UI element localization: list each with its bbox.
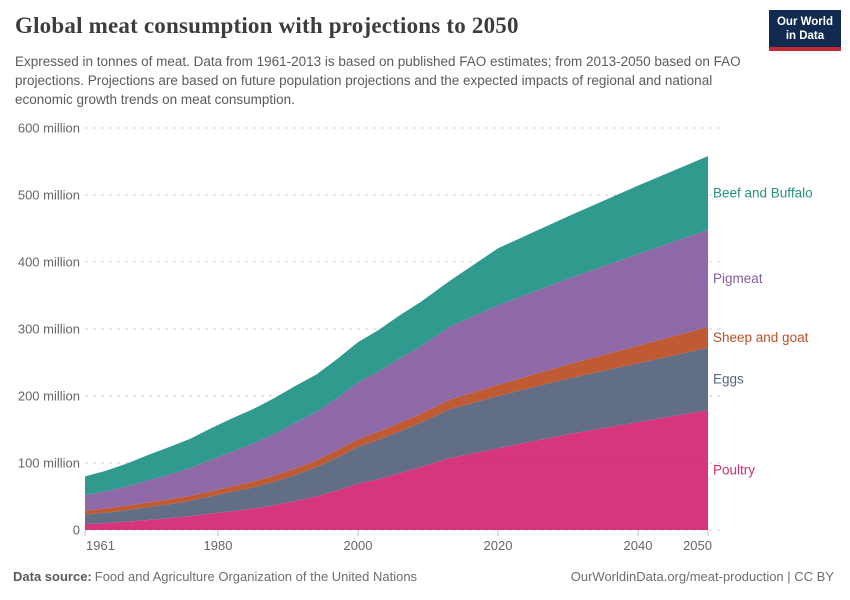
x-tick-label-2020: 2020 [484,538,513,553]
x-tick-label-2040: 2040 [624,538,653,553]
area-poultry[interactable] [85,410,708,530]
y-tick-label-600-million: 600 million [18,121,80,136]
legend-label-beef-and-buffalo[interactable]: Beef and Buffalo [713,185,813,200]
area-sheep-and-goat[interactable] [85,327,708,515]
attribution-link[interactable]: OurWorldinData.org/meat-production | CC … [570,569,834,584]
legend-label-sheep-and-goat[interactable]: Sheep and goat [713,330,809,345]
y-tick-label-300-million: 300 million [18,322,80,337]
owid-logo-line1: Our World [776,16,833,28]
y-tick-label-400-million: 400 million [18,255,80,270]
data-source-label: Data source: [13,569,92,584]
y-tick-label-100-million: 100 million [18,456,80,471]
legend-label-eggs[interactable]: Eggs [713,371,744,386]
x-tick-label-2000: 2000 [344,538,373,553]
page-title: Global meat consumption with projections… [15,13,519,38]
y-tick-label-0: 0 [73,523,80,538]
area-beef-and-buffalo[interactable] [85,156,708,496]
x-tick-label-2050: 2050 [683,538,712,553]
x-tick-label-1980: 1980 [204,538,233,553]
owid-logo[interactable]: Our World in Data [768,10,841,51]
chart-footer: Data source: Food and Agriculture Organiz… [13,569,834,584]
data-source-value: Food and Agriculture Organization of the… [94,569,418,584]
x-tick-label-1961: 1961 [86,538,115,553]
y-tick-label-500-million: 500 million [18,188,80,203]
legend-label-pigmeat[interactable]: Pigmeat [713,271,763,286]
legend-label-poultry[interactable]: Poultry [713,463,755,478]
area-pigmeat[interactable] [85,229,708,511]
chart-subtitle: Expressed in tonnes of meat. Data from 1… [15,54,741,107]
area-eggs[interactable] [85,347,708,524]
data-source: Data source: Food and Agriculture Organiz… [13,569,417,584]
y-tick-label-200-million: 200 million [18,389,80,404]
owid-logo-line2: in Data [785,29,825,42]
